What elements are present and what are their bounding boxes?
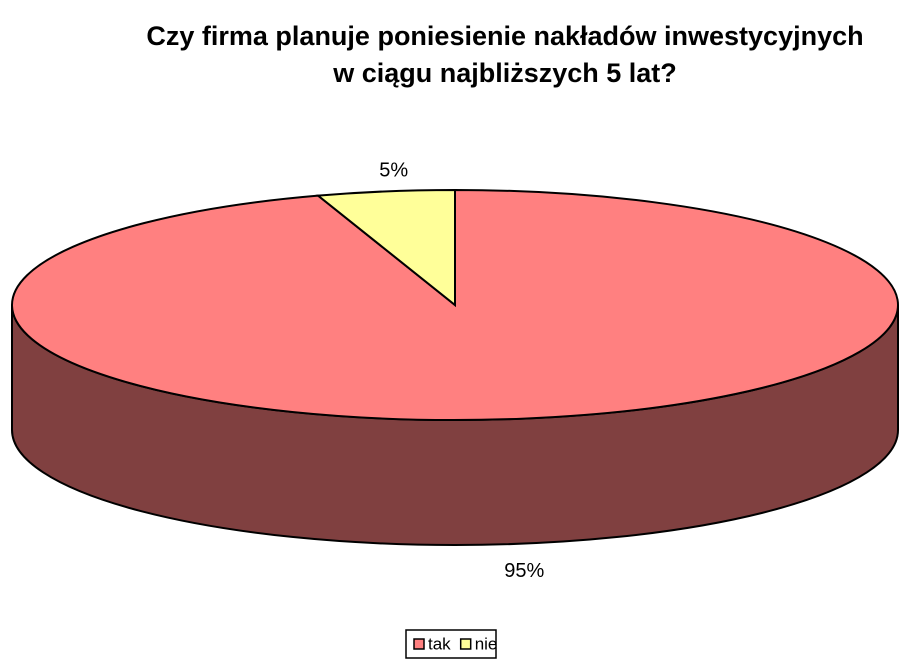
- data-label: 95%: [504, 560, 544, 582]
- chart-title: w ciągu najbliższych 5 lat?: [332, 58, 677, 88]
- chart-title: Czy firma planuje poniesienie nakładów i…: [146, 21, 863, 51]
- legend-swatch: [459, 638, 472, 650]
- pie-slice: [315, 188, 456, 308]
- legend-swatch: [413, 638, 425, 650]
- legend-box: [405, 629, 497, 659]
- legend-label: nie: [475, 634, 498, 653]
- pie-slice: [11, 188, 899, 421]
- legend-label: tak: [428, 634, 451, 653]
- data-label: 5%: [379, 160, 408, 182]
